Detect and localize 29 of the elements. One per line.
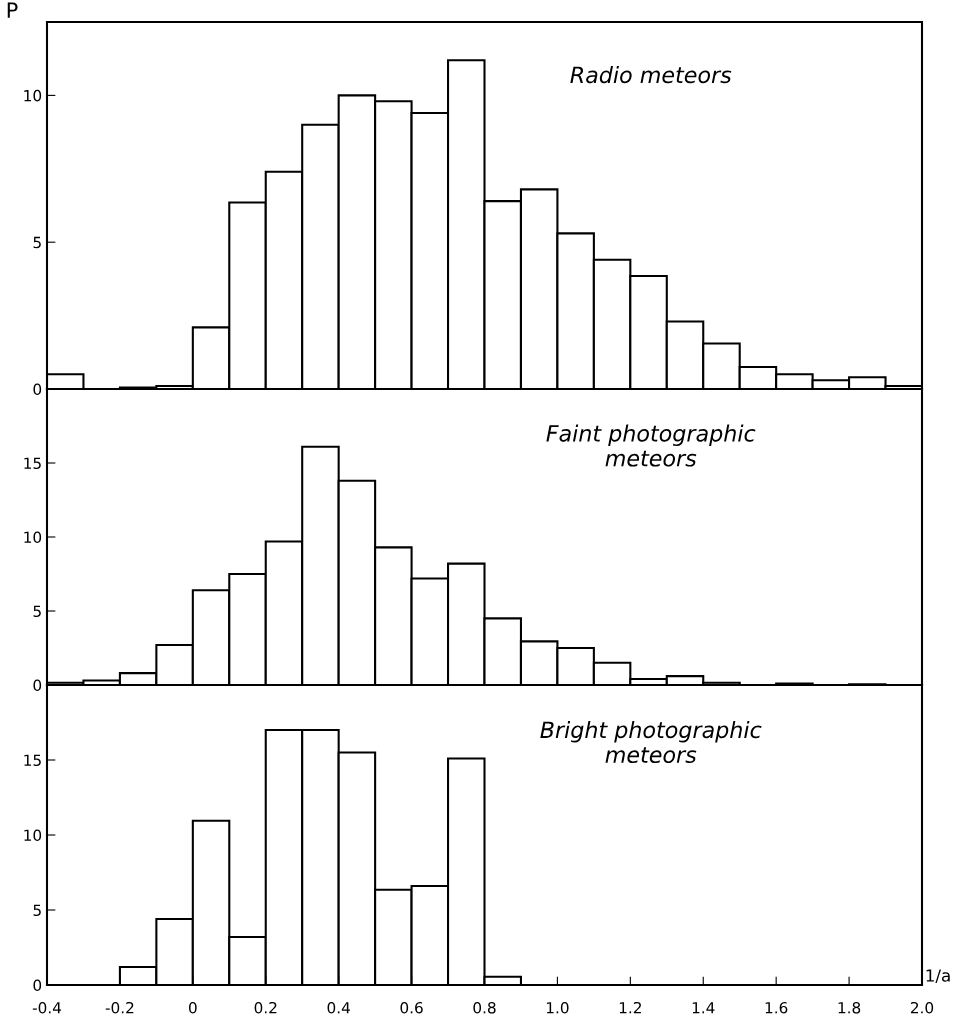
x-tick-label: 0.2 <box>254 1001 277 1014</box>
x-tick-label: -0.2 <box>105 1001 134 1014</box>
y-tick-label: 10 <box>24 531 42 544</box>
x-tick-label: 1.4 <box>692 1002 715 1014</box>
x-tick-label: 0 <box>188 1001 197 1014</box>
x-tick-label: 1.2 <box>619 1001 641 1014</box>
text: Radio meteors <box>570 66 732 84</box>
y-tick-label: 0 <box>33 383 42 396</box>
x-tick-label: 1.8 <box>838 1001 861 1014</box>
x-tick-label: -0.4 <box>32 1001 62 1014</box>
y-tick-label: 15 <box>24 457 41 470</box>
text: Bright photographic meteors <box>540 721 762 764</box>
x-tick-label: 0.4 <box>327 1001 350 1014</box>
y-tick-label: 5 <box>33 904 41 917</box>
x-tick-label: 1.6 <box>765 1001 788 1014</box>
y-tick-label: 0 <box>33 679 42 692</box>
x-tick-label: 0.6 <box>400 1001 423 1014</box>
x-tick-label: 0.8 <box>473 1001 496 1014</box>
text: Faint photographic meteors <box>546 424 756 467</box>
x-tick-label: 2.0 <box>910 1001 934 1014</box>
y-tick-label: 10 <box>24 829 42 842</box>
x-tick-label: 1.0 <box>546 1001 569 1014</box>
y-tick-label: 15 <box>24 754 41 767</box>
y-axis-title: P <box>7 2 18 18</box>
x-axis-title: 1/a <box>926 969 950 984</box>
y-tick-label: 5 <box>33 605 41 618</box>
y-tick-label: 5 <box>33 236 41 249</box>
y-tick-label: 10 <box>24 89 42 102</box>
y-tick-label: 0 <box>33 979 42 992</box>
